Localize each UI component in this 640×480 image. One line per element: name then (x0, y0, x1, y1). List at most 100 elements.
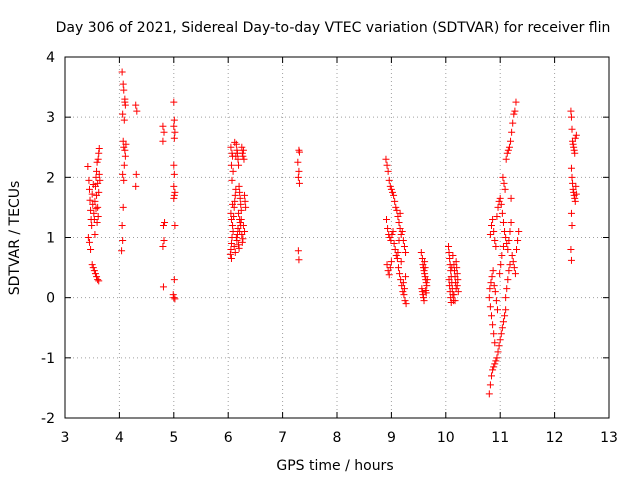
data-point (231, 191, 239, 199)
x-tick-label: 7 (278, 430, 287, 446)
data-point (230, 203, 238, 211)
data-point (235, 241, 243, 249)
data-point (386, 182, 394, 190)
y-tick-label: 3 (46, 110, 55, 126)
data-point (504, 246, 512, 254)
data-point (232, 185, 240, 193)
data-point (449, 252, 457, 260)
data-point (487, 312, 495, 320)
data-point (486, 381, 494, 389)
data-point (121, 101, 129, 109)
y-tick-label: -2 (41, 411, 55, 427)
data-point (170, 161, 178, 169)
data-point (421, 258, 429, 266)
data-point (159, 283, 167, 291)
data-point (118, 68, 126, 76)
data-point (159, 221, 167, 229)
data-point (420, 267, 428, 275)
data-point (499, 318, 507, 326)
data-point (159, 122, 167, 130)
data-point (236, 194, 244, 202)
data-point (505, 237, 513, 245)
data-point (393, 255, 401, 263)
data-point (570, 146, 578, 154)
data-point (504, 146, 512, 154)
data-point (122, 140, 130, 148)
data-point (400, 291, 408, 299)
data-point (231, 138, 239, 146)
data-point (391, 197, 399, 205)
data-point (294, 173, 302, 181)
data-point (490, 330, 498, 338)
data-point (95, 188, 103, 196)
data-point (239, 235, 247, 243)
data-point (95, 144, 103, 152)
data-point (92, 173, 100, 181)
data-point (513, 246, 521, 254)
plot-frame (64, 56, 610, 419)
data-point (390, 240, 398, 248)
data-point (507, 137, 515, 145)
data-point (383, 161, 391, 169)
data-point (420, 297, 428, 305)
data-point (95, 149, 103, 157)
data-point (236, 215, 244, 223)
data-point (499, 243, 507, 251)
data-point (508, 252, 516, 260)
data-point (496, 194, 504, 202)
data-point (232, 152, 240, 160)
data-point (92, 205, 100, 213)
data-point (121, 152, 129, 160)
data-point (161, 218, 169, 226)
data-point (118, 247, 126, 255)
data-point (394, 264, 402, 272)
data-point (120, 176, 128, 184)
x-tick-label: 9 (387, 430, 396, 446)
data-point (118, 221, 126, 229)
data-point (509, 119, 517, 127)
data-point (91, 230, 99, 238)
data-point (402, 249, 410, 257)
data-point (418, 285, 426, 293)
data-point (388, 188, 396, 196)
data-point (571, 197, 579, 205)
data-point (515, 227, 523, 235)
data-point (90, 267, 98, 275)
data-point (493, 306, 501, 314)
data-point (446, 255, 454, 263)
data-point (505, 267, 513, 275)
x-tick-label: 3 (61, 430, 70, 446)
data-point (502, 294, 510, 302)
data-point (91, 197, 99, 205)
data-point (507, 218, 515, 226)
data-point (89, 264, 97, 272)
data-point (85, 176, 93, 184)
data-point (497, 261, 505, 269)
data-point (384, 167, 392, 175)
data-point (571, 149, 579, 157)
data-point (295, 179, 303, 187)
data-point (120, 86, 128, 94)
data-point (235, 209, 243, 217)
data-point (487, 279, 495, 287)
data-point (402, 300, 410, 308)
data-point (506, 227, 514, 235)
data-point (397, 258, 405, 266)
data-point (486, 303, 494, 311)
data-point (160, 237, 168, 245)
data-point (227, 161, 235, 169)
data-point (227, 143, 235, 151)
data-point (230, 243, 238, 251)
data-point (229, 221, 237, 229)
data-point (383, 215, 391, 223)
data-point (422, 279, 430, 287)
data-point (170, 182, 178, 190)
data-point (495, 342, 503, 350)
data-point (390, 191, 398, 199)
data-point (95, 277, 103, 285)
data-point (395, 218, 403, 226)
data-point (567, 256, 575, 264)
data-point (86, 196, 94, 204)
data-point (490, 363, 498, 371)
data-point (419, 294, 427, 302)
